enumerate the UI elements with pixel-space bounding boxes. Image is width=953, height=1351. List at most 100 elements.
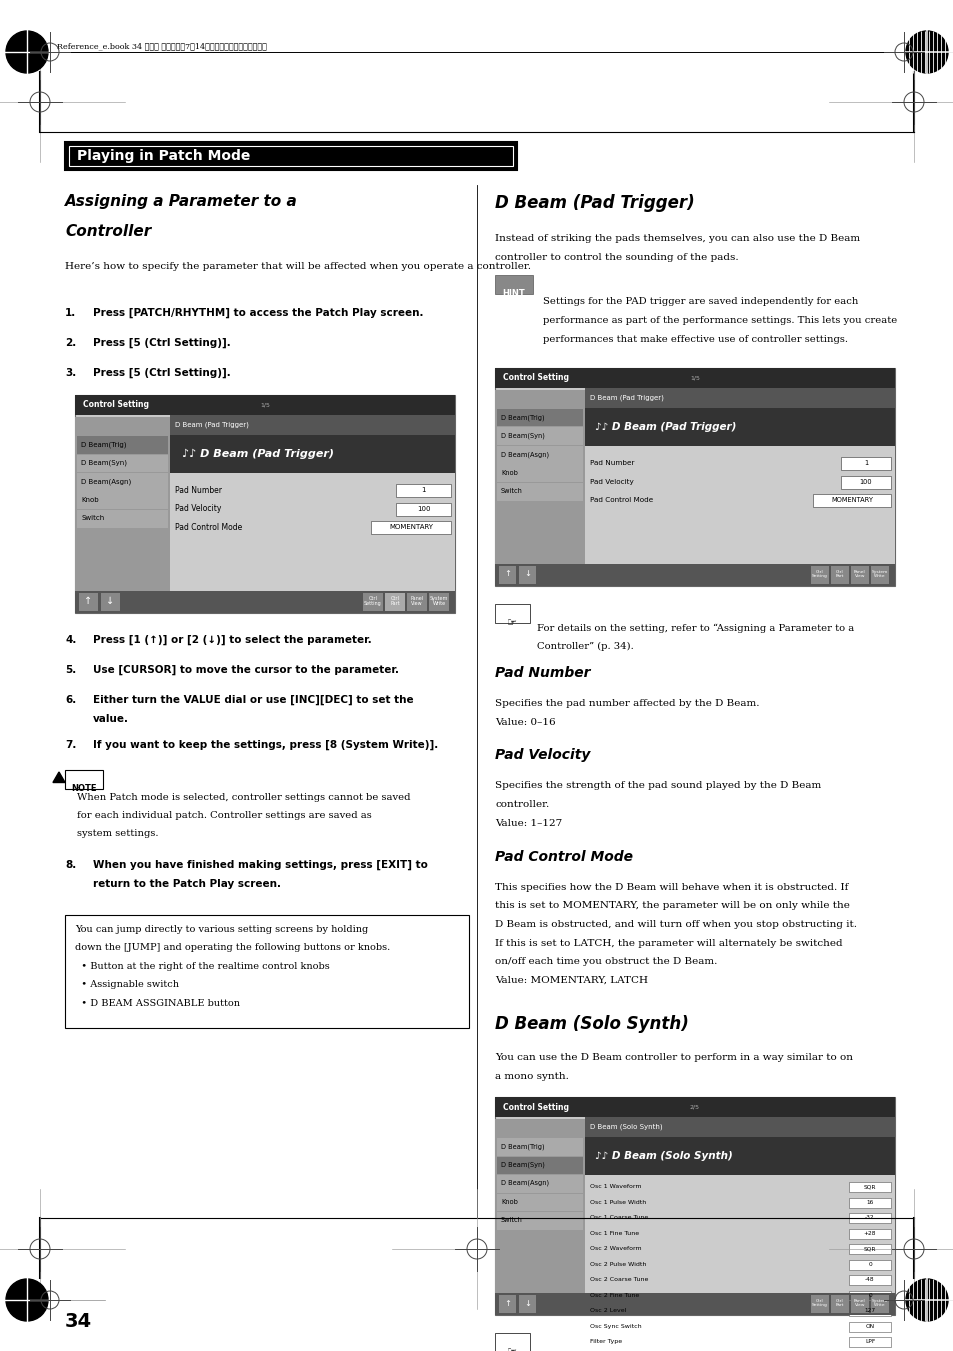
Text: Pad Control Mode: Pad Control Mode — [174, 523, 242, 532]
Text: ☞: ☞ — [507, 617, 517, 627]
Text: 0: 0 — [867, 1262, 871, 1267]
Text: 6.: 6. — [65, 694, 76, 705]
Bar — [497, 484, 582, 500]
Bar — [77, 509, 168, 527]
Text: controller.: controller. — [495, 800, 549, 809]
Text: Switch: Switch — [500, 1217, 522, 1223]
Text: ♪♪ D Beam (Pad Trigger): ♪♪ D Beam (Pad Trigger) — [595, 422, 736, 432]
Bar — [65, 142, 517, 169]
Bar — [65, 770, 103, 789]
Text: 2.: 2. — [65, 338, 76, 349]
Text: Osc 2 Coarse Tune: Osc 2 Coarse Tune — [589, 1277, 648, 1282]
Text: Press [5 (Ctrl Setting)].: Press [5 (Ctrl Setting)]. — [92, 338, 231, 349]
Text: You can jump directly to various setting screens by holding: You can jump directly to various setting… — [75, 925, 368, 934]
Bar — [518, 566, 536, 584]
Bar — [497, 427, 582, 444]
Bar — [812, 494, 890, 507]
Text: Filter Type: Filter Type — [589, 1339, 621, 1344]
Bar — [170, 435, 455, 473]
Text: Control Setting: Control Setting — [502, 1102, 568, 1112]
Text: Control Setting: Control Setting — [502, 373, 568, 382]
Text: 0: 0 — [867, 1293, 871, 1298]
Text: performance as part of the performance settings. This lets you create: performance as part of the performance s… — [542, 316, 897, 326]
Bar — [498, 566, 516, 584]
Bar — [495, 1333, 530, 1351]
Text: ON: ON — [864, 1324, 874, 1329]
Text: Ctrl
Setting: Ctrl Setting — [811, 1298, 827, 1308]
Text: Pad Velocity: Pad Velocity — [495, 748, 590, 762]
Text: D Beam(Syn): D Beam(Syn) — [81, 459, 127, 466]
Text: Pad Number: Pad Number — [589, 461, 634, 466]
Text: value.: value. — [92, 713, 129, 724]
Text: If this is set to LATCH, the parameter will alternately be switched: If this is set to LATCH, the parameter w… — [495, 939, 841, 947]
Text: 100: 100 — [859, 478, 871, 485]
Text: 7.: 7. — [65, 740, 76, 750]
Text: 100: 100 — [416, 505, 430, 512]
Bar — [363, 593, 382, 611]
Bar — [848, 1182, 890, 1192]
Bar — [495, 276, 533, 293]
Bar — [830, 566, 848, 584]
Text: MOMENTARY: MOMENTARY — [389, 524, 433, 530]
Text: When you have finished making settings, press [EXIT] to: When you have finished making settings, … — [92, 861, 428, 870]
Text: Pad Number: Pad Number — [174, 486, 222, 494]
Text: for each individual patch. Controller settings are saved as: for each individual patch. Controller se… — [77, 811, 372, 820]
Text: D Beam(Asgn): D Beam(Asgn) — [81, 478, 132, 485]
Text: 1: 1 — [421, 488, 425, 493]
Text: Osc 2 Pulse Width: Osc 2 Pulse Width — [589, 1262, 646, 1267]
Bar — [850, 566, 868, 584]
Text: This specifies how the D Beam will behave when it is obstructed. If: This specifies how the D Beam will behav… — [495, 884, 847, 892]
Bar — [584, 1138, 894, 1175]
Text: 1/5: 1/5 — [260, 403, 270, 408]
Bar — [848, 1290, 890, 1301]
Text: When Patch mode is selected, controller settings cannot be saved: When Patch mode is selected, controller … — [77, 793, 410, 801]
Text: D Beam (Pad Trigger): D Beam (Pad Trigger) — [174, 422, 249, 428]
Text: 1.: 1. — [65, 308, 76, 317]
Bar — [101, 593, 120, 611]
Bar — [495, 563, 894, 586]
Bar — [497, 1175, 582, 1193]
Bar — [497, 409, 582, 427]
Bar — [497, 1193, 582, 1210]
Text: ↓: ↓ — [107, 596, 114, 607]
Text: SQR: SQR — [862, 1185, 876, 1189]
Bar — [848, 1306, 890, 1316]
Bar — [495, 390, 584, 566]
Bar — [170, 415, 455, 435]
Text: D Beam(Asgn): D Beam(Asgn) — [500, 1179, 549, 1186]
Bar — [407, 593, 427, 611]
Bar — [497, 1212, 582, 1229]
Text: System
Write: System Write — [871, 1298, 887, 1308]
Text: 1/5: 1/5 — [689, 376, 700, 381]
Bar — [75, 394, 455, 415]
Text: Switch: Switch — [500, 488, 522, 494]
Text: If you want to keep the settings, press [8 (System Write)].: If you want to keep the settings, press … — [92, 740, 437, 750]
Text: Here’s how to specify the parameter that will be affected when you operate a con: Here’s how to specify the parameter that… — [65, 262, 531, 272]
Text: • Assignable switch: • Assignable switch — [75, 981, 179, 989]
Text: Control Setting: Control Setting — [83, 400, 149, 409]
Bar — [848, 1244, 890, 1254]
Text: D Beam(Trig): D Beam(Trig) — [500, 413, 544, 420]
Text: Controller: Controller — [65, 224, 152, 239]
Bar — [848, 1321, 890, 1332]
Text: Settings for the PAD trigger are saved independently for each: Settings for the PAD trigger are saved i… — [542, 297, 858, 307]
Text: performances that make effective use of controller settings.: performances that make effective use of … — [542, 335, 847, 343]
Bar — [495, 604, 530, 623]
Text: 5.: 5. — [65, 665, 76, 676]
Text: Ctrl
Part: Ctrl Part — [835, 1298, 843, 1308]
Bar — [850, 1296, 868, 1313]
Text: 2/5: 2/5 — [689, 1105, 700, 1109]
Text: 8.: 8. — [65, 861, 76, 870]
Text: SQR: SQR — [862, 1246, 876, 1251]
Circle shape — [6, 1279, 48, 1321]
Bar — [848, 1259, 890, 1270]
Bar — [495, 1097, 894, 1117]
Bar — [77, 436, 168, 454]
Text: a mono synth.: a mono synth. — [495, 1071, 568, 1081]
Text: ↑: ↑ — [503, 1298, 511, 1308]
Text: Pad Control Mode: Pad Control Mode — [495, 850, 633, 865]
Text: down the [JUMP] and operating the following buttons or knobs.: down the [JUMP] and operating the follow… — [75, 943, 390, 952]
Bar — [870, 1296, 888, 1313]
Text: LPF: LPF — [864, 1339, 874, 1344]
Bar — [371, 521, 451, 534]
